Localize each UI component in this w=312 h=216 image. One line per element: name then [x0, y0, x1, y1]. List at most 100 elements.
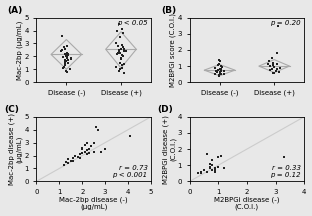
Point [266, 63, 271, 66]
Point [219, 70, 224, 73]
Point [116, 50, 121, 54]
Point [121, 49, 126, 52]
Point [63, 60, 68, 63]
Point [216, 165, 221, 169]
Point [103, 147, 108, 151]
Point [119, 64, 124, 67]
Point [98, 150, 103, 153]
Point [68, 68, 73, 71]
Point [126, 115, 131, 118]
Point [117, 69, 122, 72]
Point [215, 64, 220, 67]
Point [204, 170, 209, 173]
Point [216, 68, 221, 72]
Point [267, 68, 272, 72]
Point [65, 51, 70, 54]
Point [80, 147, 85, 151]
Point [65, 61, 70, 65]
Point [213, 167, 218, 170]
Y-axis label: M2BPGi score (C.O.I.): M2BPGi score (C.O.I.) [169, 13, 176, 87]
Point [59, 48, 64, 52]
Point [217, 74, 222, 78]
Y-axis label: M2BPGi disease (+)
(C.O.I.): M2BPGi disease (+) (C.O.I.) [162, 115, 176, 184]
Point [62, 58, 67, 61]
Text: (B): (B) [161, 6, 176, 15]
Point [119, 47, 124, 50]
Point [120, 31, 125, 35]
Point [124, 49, 129, 53]
Point [222, 69, 227, 73]
Point [59, 49, 64, 53]
Point [204, 152, 209, 156]
Point [64, 55, 69, 58]
Point [117, 61, 122, 65]
Point [77, 156, 82, 160]
Point [119, 66, 124, 70]
Point [87, 151, 92, 155]
Point [62, 47, 67, 50]
Text: (D): (D) [158, 105, 173, 114]
Point [71, 156, 76, 160]
Point [119, 43, 124, 46]
Point [116, 51, 121, 54]
Text: r = 0.33
p = 0.12: r = 0.33 p = 0.12 [270, 165, 301, 178]
Point [91, 150, 96, 153]
Point [91, 141, 96, 144]
Point [113, 42, 118, 45]
Point [217, 59, 222, 63]
Point [119, 27, 124, 31]
Point [117, 48, 122, 52]
Point [270, 56, 275, 60]
Point [63, 55, 68, 58]
Point [84, 149, 89, 152]
Point [87, 147, 92, 151]
X-axis label: M2BPGi disease (-)
(C.O.I.): M2BPGi disease (-) (C.O.I.) [214, 196, 280, 210]
Point [268, 16, 273, 19]
Point [119, 56, 124, 59]
Point [120, 55, 125, 58]
Point [271, 72, 276, 75]
Point [210, 159, 215, 162]
Point [63, 64, 68, 67]
Point [121, 71, 126, 75]
Point [274, 51, 279, 55]
Point [219, 154, 224, 157]
Point [114, 65, 119, 68]
Point [273, 69, 278, 73]
Point [212, 66, 217, 69]
Point [213, 168, 218, 172]
Point [271, 64, 275, 67]
Point [61, 163, 66, 166]
Point [220, 65, 225, 69]
Point [80, 151, 85, 155]
Point [210, 168, 215, 172]
Point [71, 159, 76, 162]
Point [198, 172, 203, 175]
Point [60, 66, 65, 70]
Point [66, 158, 71, 161]
Point [222, 167, 227, 170]
Point [276, 24, 281, 27]
Point [210, 164, 215, 167]
Point [119, 53, 124, 57]
Point [215, 70, 220, 73]
Point [68, 159, 73, 162]
Point [94, 125, 99, 129]
Point [115, 29, 119, 32]
Point [217, 63, 222, 66]
Point [196, 172, 201, 175]
Point [63, 53, 68, 57]
Point [116, 22, 121, 26]
Point [80, 146, 85, 149]
Point [115, 44, 120, 48]
Point [282, 156, 287, 159]
Point [207, 162, 212, 165]
Point [61, 46, 66, 49]
Point [64, 54, 69, 57]
Point [217, 73, 222, 77]
Point [270, 67, 275, 70]
Point [222, 73, 227, 76]
Point [115, 52, 120, 56]
Point [117, 68, 122, 71]
Text: (A): (A) [8, 6, 23, 15]
